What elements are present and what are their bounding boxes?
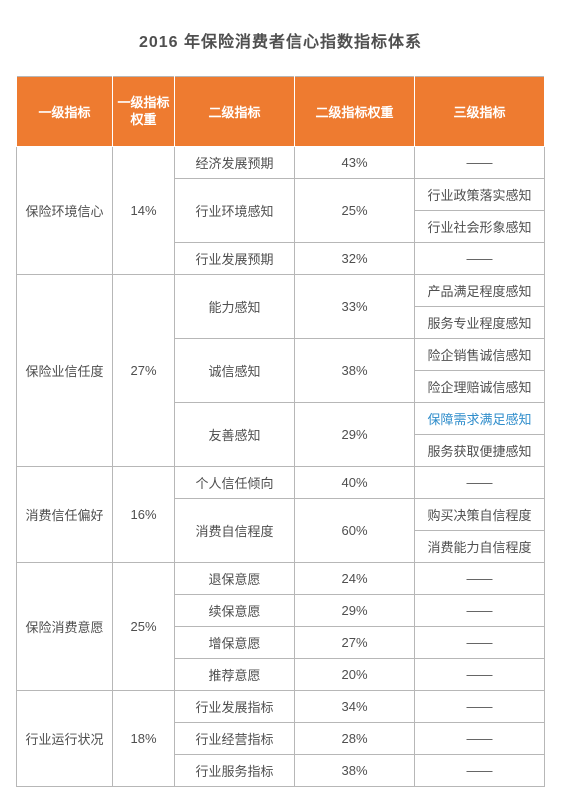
- l3-cell: 产品满足程度感知: [415, 275, 545, 307]
- l1-name-cell: 行业运行状况: [17, 691, 113, 787]
- l1-name-cell: 保险消费意愿: [17, 563, 113, 691]
- l1-name-cell: 保险环境信心: [17, 147, 113, 275]
- l2-weight-cell: 60%: [295, 499, 415, 563]
- table-row: 消费信任偏好16%个人信任倾向40%——: [17, 467, 545, 499]
- l2-weight-cell: 32%: [295, 243, 415, 275]
- l2-weight-cell: 29%: [295, 595, 415, 627]
- l2-weight-cell: 33%: [295, 275, 415, 339]
- l2-name-cell: 能力感知: [175, 275, 295, 339]
- table-row: 行业运行状况18%行业发展指标34%——: [17, 691, 545, 723]
- l3-cell: 服务专业程度感知: [415, 307, 545, 339]
- l2-weight-cell: 25%: [295, 179, 415, 243]
- l3-cell: ——: [415, 755, 545, 787]
- table-row: 保险消费意愿25%退保意愿24%——: [17, 563, 545, 595]
- l3-cell: ——: [415, 627, 545, 659]
- l2-weight-cell: 34%: [295, 691, 415, 723]
- l2-weight-cell: 29%: [295, 403, 415, 467]
- l2-name-cell: 增保意愿: [175, 627, 295, 659]
- l1-weight-cell: 14%: [113, 147, 175, 275]
- l3-cell: 消费能力自信程度: [415, 531, 545, 563]
- indicator-table: 一级指标 一级指标权重 二级指标 二级指标权重 三级指标 保险环境信心14%经济…: [16, 76, 545, 787]
- l2-name-cell: 经济发展预期: [175, 147, 295, 179]
- l2-weight-cell: 38%: [295, 339, 415, 403]
- l2-name-cell: 续保意愿: [175, 595, 295, 627]
- l2-name-cell: 个人信任倾向: [175, 467, 295, 499]
- l2-name-cell: 友善感知: [175, 403, 295, 467]
- col-header-l2-weight: 二级指标权重: [295, 77, 415, 147]
- l2-weight-cell: 20%: [295, 659, 415, 691]
- l2-weight-cell: 43%: [295, 147, 415, 179]
- l3-cell: ——: [415, 243, 545, 275]
- col-header-l3: 三级指标: [415, 77, 545, 147]
- l2-name-cell: 消费自信程度: [175, 499, 295, 563]
- l3-cell: ——: [415, 691, 545, 723]
- l2-name-cell: 行业服务指标: [175, 755, 295, 787]
- table-body: 保险环境信心14%经济发展预期43%——行业环境感知25%行业政策落实感知行业社…: [17, 147, 545, 787]
- l2-name-cell: 行业环境感知: [175, 179, 295, 243]
- table-row: 保险环境信心14%经济发展预期43%——: [17, 147, 545, 179]
- l2-name-cell: 行业发展指标: [175, 691, 295, 723]
- page-title: 2016 年保险消费者信心指数指标体系: [16, 28, 545, 52]
- l2-name-cell: 退保意愿: [175, 563, 295, 595]
- l3-cell: ——: [415, 147, 545, 179]
- col-header-l1-weight: 一级指标权重: [113, 77, 175, 147]
- l2-name-cell: 行业经营指标: [175, 723, 295, 755]
- l3-cell: 险企理赔诚信感知: [415, 371, 545, 403]
- l3-cell: 行业政策落实感知: [415, 179, 545, 211]
- col-header-l1: 一级指标: [17, 77, 113, 147]
- col-header-l2: 二级指标: [175, 77, 295, 147]
- l2-weight-cell: 24%: [295, 563, 415, 595]
- l3-cell: 险企销售诚信感知: [415, 339, 545, 371]
- l2-weight-cell: 27%: [295, 627, 415, 659]
- l3-cell: 购买决策自信程度: [415, 499, 545, 531]
- l3-cell: 服务获取便捷感知: [415, 435, 545, 467]
- l3-cell: ——: [415, 659, 545, 691]
- table-header-row: 一级指标 一级指标权重 二级指标 二级指标权重 三级指标: [17, 77, 545, 147]
- l1-weight-cell: 16%: [113, 467, 175, 563]
- l3-cell: 保障需求满足感知: [415, 403, 545, 435]
- l2-name-cell: 诚信感知: [175, 339, 295, 403]
- l2-name-cell: 推荐意愿: [175, 659, 295, 691]
- l1-name-cell: 保险业信任度: [17, 275, 113, 467]
- l1-weight-cell: 18%: [113, 691, 175, 787]
- l1-weight-cell: 25%: [113, 563, 175, 691]
- l2-weight-cell: 38%: [295, 755, 415, 787]
- l2-weight-cell: 28%: [295, 723, 415, 755]
- table-row: 保险业信任度27%能力感知33%产品满足程度感知: [17, 275, 545, 307]
- l1-weight-cell: 27%: [113, 275, 175, 467]
- l1-name-cell: 消费信任偏好: [17, 467, 113, 563]
- l2-weight-cell: 40%: [295, 467, 415, 499]
- l2-name-cell: 行业发展预期: [175, 243, 295, 275]
- l3-cell: ——: [415, 467, 545, 499]
- l3-cell: 行业社会形象感知: [415, 211, 545, 243]
- l3-cell: ——: [415, 723, 545, 755]
- l3-cell: ——: [415, 595, 545, 627]
- l3-cell: ——: [415, 563, 545, 595]
